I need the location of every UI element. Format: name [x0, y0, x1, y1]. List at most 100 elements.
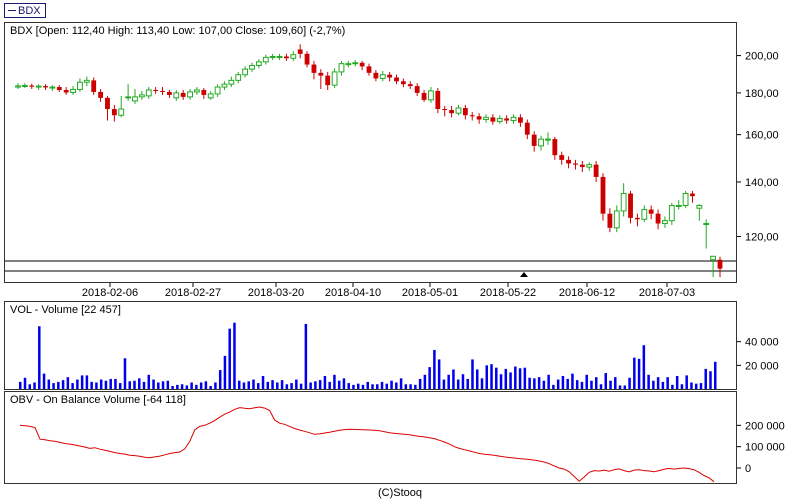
candle-body-down: [635, 217, 640, 220]
candle-body-down: [655, 213, 661, 224]
price-y-tick-label: 120,00: [745, 232, 779, 244]
volume-bar: [209, 386, 212, 389]
obv-panel-title: OBV - On Balance Volume [-64 118]: [10, 394, 186, 406]
volume-bar: [614, 377, 617, 389]
volume-bar: [666, 377, 669, 389]
volume-bar: [452, 369, 455, 389]
volume-bar: [85, 375, 89, 389]
volume-bar: [71, 383, 74, 389]
candle-body-down: [462, 107, 468, 116]
legend-box[interactable]: BDX: [4, 3, 46, 18]
volume-bar: [385, 383, 389, 389]
price-x-tick-label: 2018-02-27: [165, 287, 221, 299]
candle-body-up: [207, 93, 214, 99]
candle-body-up: [235, 74, 242, 81]
candle-body-down: [518, 117, 523, 123]
volume-bar: [19, 381, 22, 389]
candle-body-down: [387, 74, 393, 78]
volume-bar: [276, 382, 279, 389]
volume-bar: [295, 379, 298, 389]
candle-body-down: [407, 84, 413, 87]
volume-bar: [423, 374, 427, 389]
volume-bar: [214, 382, 217, 389]
volume-bar: [328, 381, 331, 389]
volume-bar: [637, 358, 641, 389]
volume-bar: [604, 373, 608, 389]
volume-bar: [252, 379, 255, 389]
candle-body-up: [586, 164, 593, 168]
candle-body-down: [373, 72, 379, 79]
volume-bar: [90, 381, 93, 389]
candle-body-up: [668, 204, 675, 222]
volume-bar: [437, 359, 441, 389]
candle-body-down: [566, 159, 571, 164]
price-x-tick-label: 2018-07-03: [639, 287, 695, 299]
candle-body-up: [352, 62, 359, 65]
volume-bar: [499, 374, 503, 389]
volume-bar: [352, 384, 355, 389]
volume-bar: [590, 380, 593, 389]
volume-bar: [495, 367, 498, 389]
candle-body-down: [628, 193, 633, 218]
volume-bar: [428, 367, 431, 389]
volume-bar: [380, 381, 384, 389]
volume-bar: [142, 381, 146, 389]
candle-body-down: [325, 75, 331, 86]
volume-bar: [418, 378, 422, 389]
volume-bar: [399, 378, 403, 389]
volume-bar: [52, 383, 55, 389]
candle-body-down: [111, 109, 117, 116]
volume-bar: [609, 380, 612, 389]
obv-y-tick-label: 100 000: [745, 442, 785, 454]
volume-bar: [290, 383, 293, 389]
volume-bar: [414, 384, 417, 389]
candle-body-down: [98, 91, 103, 98]
volume-bar: [533, 378, 536, 389]
volume-bar: [57, 381, 60, 389]
price-panel-title: BDX [Open: 112,40 High: 113,40 Low: 107,…: [10, 25, 346, 37]
candle-body-down: [63, 89, 69, 93]
candle-body-down: [401, 81, 406, 85]
candle-body-up: [249, 64, 255, 70]
candle-body-down: [160, 90, 165, 92]
volume-bar: [633, 357, 636, 389]
candle-body-up: [221, 83, 228, 88]
candle-body-down: [105, 97, 110, 110]
volume-bar: [514, 366, 517, 389]
candle-body-up: [675, 204, 682, 207]
candle-body-down: [284, 56, 289, 59]
obv-y-tick-label: 0: [745, 463, 751, 475]
volume-bar: [104, 380, 108, 389]
volume-bar: [528, 377, 531, 389]
candle-body-up: [138, 94, 145, 98]
obv-series-line: [19, 406, 715, 483]
candle-body-up: [276, 55, 283, 58]
candle-body-up: [696, 204, 703, 209]
candle-body-down: [394, 77, 399, 82]
volume-bar: [47, 379, 51, 389]
candle-body-up: [613, 210, 620, 229]
price-x-tick-label: 2018-04-10: [325, 287, 381, 299]
volume-bar: [271, 380, 274, 389]
volume-bar: [618, 385, 622, 389]
volume-bar: [128, 381, 131, 389]
candle-body-up: [132, 96, 138, 102]
volume-bar: [247, 381, 250, 389]
volume-bar: [28, 384, 32, 389]
candle-body-up: [173, 92, 180, 99]
candle-body-down: [490, 117, 496, 122]
volume-bar: [33, 382, 36, 389]
volume-bar: [580, 381, 584, 389]
candle-body-down: [449, 110, 454, 114]
candle-body-down: [476, 116, 482, 120]
volume-bar: [395, 382, 398, 389]
candle-body-down: [717, 259, 723, 269]
candle-body-up: [290, 54, 297, 59]
obv-y-tick-label: 200 000: [745, 420, 785, 432]
volume-bar: [99, 379, 103, 389]
volume-bar: [152, 379, 155, 389]
volume-bar: [299, 383, 303, 389]
legend-line-icon: [8, 10, 16, 11]
candle-body-down: [180, 92, 186, 97]
volume-bar: [552, 384, 555, 389]
